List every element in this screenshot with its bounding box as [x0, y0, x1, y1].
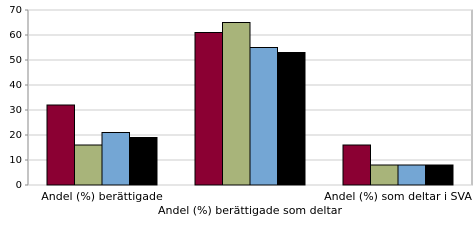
y-tick-label: 20 [9, 130, 22, 141]
y-tick-label: 0 [16, 180, 22, 191]
y-tick-label: 60 [9, 30, 22, 41]
bar [277, 52, 306, 186]
bar [129, 137, 158, 186]
x-tick-label: Andel (%) berättigade som deltar [158, 204, 343, 217]
bar [249, 47, 278, 186]
bar [222, 22, 251, 186]
x-tick-label: Andel (%) som deltar i SVA [324, 190, 472, 203]
bar [342, 144, 371, 186]
y-tick-label: 10 [9, 155, 22, 166]
bar [46, 104, 75, 186]
y-tick-label: 70 [9, 5, 22, 16]
bar [397, 164, 426, 186]
bar [101, 132, 130, 186]
bar [370, 164, 399, 186]
bar [194, 32, 223, 186]
y-tick-label: 50 [9, 55, 22, 66]
bar [74, 144, 103, 186]
y-tick-label: 40 [9, 80, 22, 91]
x-tick-label: Andel (%) berättigade [41, 190, 163, 203]
bar [425, 164, 454, 186]
y-tick-label: 30 [9, 105, 22, 116]
